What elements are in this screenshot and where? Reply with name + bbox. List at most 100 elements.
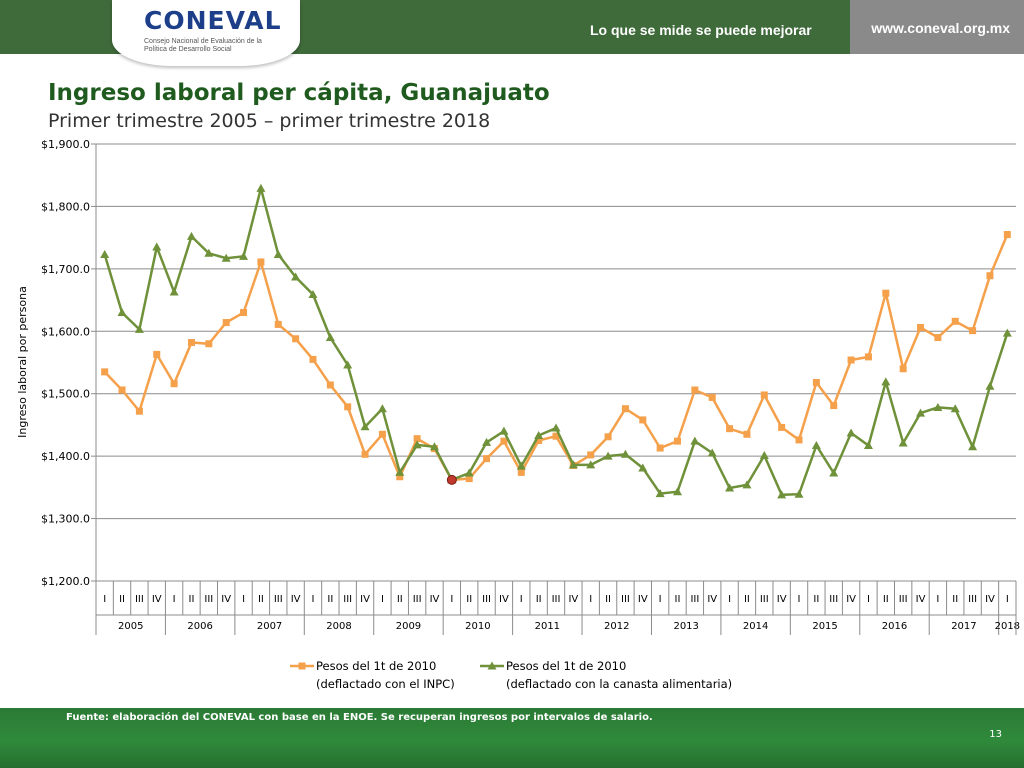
x-tick-label: III	[482, 594, 491, 605]
data-point	[917, 324, 925, 332]
chart-gridlines	[95, 143, 1016, 582]
x-tick-label: II	[119, 594, 125, 605]
data-point	[222, 319, 230, 327]
data-point	[273, 249, 283, 258]
x-tick-label: I	[728, 594, 731, 605]
data-point	[483, 455, 491, 463]
data-point	[239, 251, 249, 260]
y-tick-label: $1,500.0	[41, 388, 90, 401]
x-tick-label: IV	[221, 594, 231, 605]
year-label: 2012	[604, 621, 629, 632]
data-point	[360, 422, 370, 431]
data-point	[396, 473, 404, 481]
x-tick-label: IV	[568, 594, 578, 605]
page-number: 13	[989, 729, 1002, 740]
data-point	[795, 436, 803, 444]
data-point	[100, 249, 110, 258]
source-note: Fuente: elaboración del CONEVAL con base…	[66, 712, 653, 723]
data-point	[187, 339, 195, 347]
x-tick-label: III	[274, 594, 283, 605]
data-point	[551, 423, 561, 432]
data-point	[656, 444, 664, 452]
website-link[interactable]: www.coneval.org.mx	[871, 20, 1010, 36]
data-point	[864, 353, 872, 361]
x-tick-label: I	[173, 594, 176, 605]
x-tick-label: II	[536, 594, 542, 605]
slide-subtitle: Primer trimestre 2005 – primer trimestre…	[48, 110, 491, 132]
highlight-point	[446, 474, 457, 485]
series-canasta	[100, 183, 1012, 499]
x-tick-label: II	[883, 594, 889, 605]
data-point	[1002, 328, 1012, 337]
x-tick-label: III	[413, 594, 422, 605]
x-tick-label: IV	[707, 594, 717, 605]
x-tick-label: II	[258, 594, 264, 605]
data-point	[170, 380, 178, 388]
data-point	[465, 475, 473, 483]
data-point	[153, 350, 161, 358]
year-label: 2014	[743, 621, 768, 632]
data-point	[690, 436, 700, 445]
x-tick-label: II	[675, 594, 681, 605]
x-tick-label: II	[744, 594, 750, 605]
data-point	[777, 490, 787, 499]
data-point	[117, 308, 127, 317]
x-tick-label: IV	[152, 594, 162, 605]
data-point	[778, 423, 786, 431]
data-point	[691, 386, 699, 394]
data-point	[464, 468, 474, 477]
x-tick-label: I	[450, 594, 453, 605]
data-point	[169, 287, 179, 296]
data-point	[898, 438, 908, 447]
x-tick-label: IV	[777, 594, 787, 605]
data-point	[413, 435, 421, 443]
x-tick-label: II	[327, 594, 333, 605]
legend-label: Pesos del 1t de 2010	[316, 659, 436, 673]
legend-label-line2: (deflactado con la canasta alimentaria)	[506, 677, 732, 691]
data-point	[743, 430, 751, 438]
data-point	[534, 431, 544, 440]
header-website-panel	[850, 0, 1024, 54]
data-point	[899, 365, 907, 373]
data-point	[118, 386, 126, 394]
x-tick-label: I	[312, 594, 315, 605]
x-tick-label: I	[936, 594, 939, 605]
data-point	[760, 391, 768, 399]
data-point	[240, 309, 248, 317]
data-point	[986, 272, 994, 280]
x-tick-label: III	[552, 594, 561, 605]
x-tick-label: III	[343, 594, 352, 605]
y-tick-label: $1,700.0	[41, 263, 90, 276]
data-point	[950, 404, 960, 413]
data-point	[969, 327, 977, 335]
data-point	[344, 403, 352, 411]
data-point	[620, 449, 630, 458]
data-point	[951, 317, 959, 325]
data-point	[811, 441, 821, 450]
year-label: 2018	[995, 621, 1020, 632]
year-label: 2007	[257, 621, 282, 632]
x-tick-label: IV	[430, 594, 440, 605]
x-tick-label: I	[381, 594, 384, 605]
data-point	[882, 289, 890, 297]
x-tick-label: I	[867, 594, 870, 605]
footer-bar	[0, 708, 1024, 768]
data-point	[863, 441, 873, 450]
data-point	[759, 451, 769, 460]
logo[interactable]: CONEVAL Consejo Nacional de Evaluación d…	[112, 0, 300, 66]
year-label: 2017	[951, 621, 976, 632]
y-tick-label: $1,400.0	[41, 450, 90, 463]
x-tick-label: IV	[638, 594, 648, 605]
y-axis-label: Ingreso laboral por persona	[16, 286, 29, 438]
data-point	[152, 242, 162, 251]
y-tick-label: $1,300.0	[41, 513, 90, 526]
data-point	[205, 340, 213, 348]
data-point	[639, 416, 647, 424]
y-tick-label: $1,200.0	[41, 575, 90, 588]
data-point	[1003, 231, 1011, 239]
data-point	[221, 253, 231, 262]
x-tick-label: I	[798, 594, 801, 605]
x-tick-label: I	[659, 594, 662, 605]
data-point	[257, 258, 265, 266]
x-tick-label: II	[189, 594, 195, 605]
